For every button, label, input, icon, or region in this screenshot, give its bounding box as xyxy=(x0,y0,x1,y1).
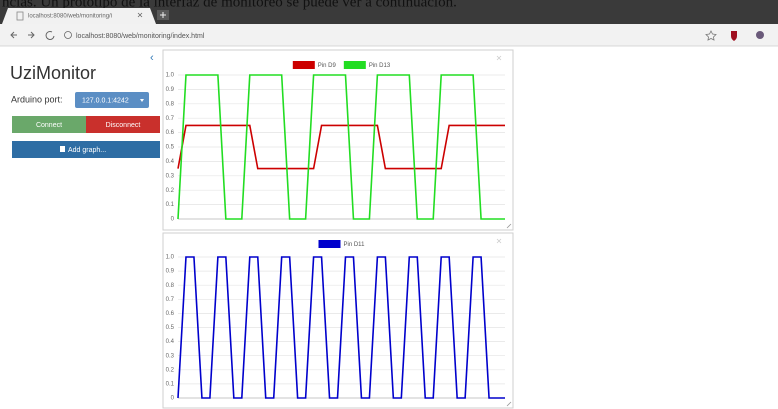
legend-label: Pin D11 xyxy=(344,242,366,248)
y-tick-label: 0.9 xyxy=(166,87,175,93)
back-button[interactable] xyxy=(10,31,17,39)
y-tick-label: 1.0 xyxy=(166,73,175,79)
legend-swatch xyxy=(318,240,341,248)
series-line xyxy=(177,124,505,170)
series-line xyxy=(177,74,505,220)
tab-title: localhost:8080/web/monitoring/i xyxy=(28,14,112,20)
y-tick-label: 0.5 xyxy=(166,145,175,151)
add-graph-button[interactable] xyxy=(12,141,160,158)
port-dropdown[interactable] xyxy=(75,92,149,108)
chart-close xyxy=(496,55,502,61)
y-tick-label: 0.3 xyxy=(166,353,175,359)
bookmark-star[interactable] xyxy=(705,30,717,41)
extension-icon[interactable] xyxy=(731,31,737,41)
y-tick-label: 0.8 xyxy=(166,283,175,289)
port-label: Arduino port: xyxy=(11,94,63,104)
tab-close[interactable] xyxy=(137,12,143,18)
legend-swatch xyxy=(292,61,315,69)
forward-button[interactable] xyxy=(28,31,35,39)
disconnect-label: Disconnect xyxy=(106,122,141,129)
y-tick-label: 0.4 xyxy=(166,339,175,345)
legend: Pin D11 xyxy=(318,240,366,248)
legend-label: Pin D13 xyxy=(369,63,391,69)
collapse-arrow[interactable]: ‹ xyxy=(150,52,154,64)
y-tick-label: 0 xyxy=(171,396,175,402)
y-tick-label: 0.2 xyxy=(166,367,175,373)
y-tick-label: 0.7 xyxy=(166,297,175,303)
tab-icon xyxy=(16,11,24,21)
tab[interactable] xyxy=(2,8,156,24)
legend-label: Pin D9 xyxy=(318,63,337,69)
legend-swatch xyxy=(343,61,366,69)
y-tick-label: 0.8 xyxy=(166,101,175,107)
resize-handle xyxy=(506,401,512,407)
chart-close xyxy=(496,238,502,244)
y-tick-label: 0.4 xyxy=(166,159,175,165)
y-tick-label: 0.9 xyxy=(166,269,175,275)
legend: Pin D9 Pin D13 xyxy=(292,61,391,69)
y-tick-label: 0.5 xyxy=(166,325,175,331)
resize-handle xyxy=(506,223,512,229)
series-line xyxy=(177,256,505,399)
toolbar xyxy=(0,24,778,46)
y-tick-label: 0.3 xyxy=(166,173,175,179)
profile-icon[interactable] xyxy=(756,31,764,39)
connect-button[interactable] xyxy=(12,116,86,133)
reload-button[interactable] xyxy=(45,31,55,40)
disconnect-button[interactable] xyxy=(86,116,160,133)
app-title: UziMonitor xyxy=(10,63,96,83)
y-tick-label: 1.0 xyxy=(166,255,175,261)
y-tick-label: 0.1 xyxy=(166,202,175,208)
chart-panel xyxy=(162,49,514,231)
address-bar[interactable]: localhost:8080/web/monitoring/index.html xyxy=(76,33,205,40)
y-tick-label: 0.1 xyxy=(166,381,175,387)
port-value: 127.0.0.1:4242 xyxy=(82,97,129,104)
connect-label: Connect xyxy=(36,122,62,129)
info-icon[interactable] xyxy=(64,31,72,39)
caption: ncias. Un prototipo de la interfaz de mo… xyxy=(2,0,457,10)
add-graph-label: Add graph... xyxy=(68,147,106,154)
y-tick-label: 0.6 xyxy=(166,311,175,317)
y-tick-label: 0.2 xyxy=(166,188,175,194)
y-tick-label: 0.7 xyxy=(166,116,175,122)
y-tick-label: 0 xyxy=(171,217,175,223)
y-tick-label: 0.6 xyxy=(166,130,175,136)
